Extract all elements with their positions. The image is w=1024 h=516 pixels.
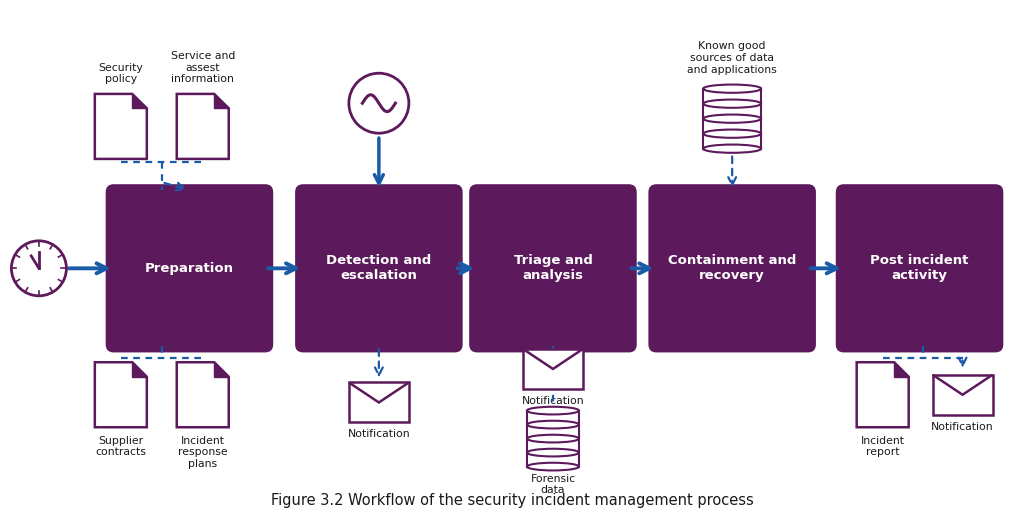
Polygon shape (132, 362, 146, 377)
Text: Security
policy: Security policy (98, 63, 143, 85)
Text: Incident
response
plans: Incident response plans (178, 436, 227, 469)
Circle shape (11, 241, 67, 296)
Ellipse shape (703, 85, 761, 93)
Polygon shape (527, 411, 579, 425)
Polygon shape (132, 94, 146, 108)
Polygon shape (177, 94, 228, 159)
Polygon shape (527, 439, 579, 453)
Polygon shape (933, 375, 992, 415)
Text: Notification: Notification (931, 422, 994, 432)
Polygon shape (527, 453, 579, 466)
Polygon shape (95, 94, 146, 159)
Polygon shape (523, 349, 583, 389)
FancyBboxPatch shape (836, 184, 1004, 352)
Text: Incident
report: Incident report (861, 436, 904, 457)
Polygon shape (214, 94, 228, 108)
Polygon shape (894, 362, 908, 377)
Circle shape (349, 73, 409, 133)
Polygon shape (703, 89, 761, 104)
FancyBboxPatch shape (469, 184, 637, 352)
Text: Forensic
data: Forensic data (530, 474, 575, 495)
Polygon shape (527, 425, 579, 439)
FancyBboxPatch shape (295, 184, 463, 352)
Text: Known good
sources of data
and applications: Known good sources of data and applicati… (687, 41, 777, 75)
Polygon shape (703, 119, 761, 134)
Text: Containment and
recovery: Containment and recovery (668, 254, 797, 282)
Text: Supplier
contracts: Supplier contracts (95, 436, 146, 457)
Polygon shape (703, 134, 761, 149)
Ellipse shape (527, 435, 579, 442)
Text: Triage and
analysis: Triage and analysis (513, 254, 593, 282)
Polygon shape (703, 104, 761, 119)
Ellipse shape (703, 144, 761, 153)
Polygon shape (349, 382, 409, 423)
FancyBboxPatch shape (105, 184, 273, 352)
Ellipse shape (527, 449, 579, 457)
Text: Notification: Notification (347, 429, 411, 440)
Polygon shape (214, 362, 228, 377)
Ellipse shape (703, 115, 761, 123)
Text: Preparation: Preparation (145, 262, 233, 275)
Polygon shape (95, 362, 146, 427)
Ellipse shape (527, 407, 579, 414)
Ellipse shape (703, 130, 761, 138)
Ellipse shape (703, 100, 761, 108)
Text: Post incident
activity: Post incident activity (870, 254, 969, 282)
Ellipse shape (527, 463, 579, 471)
Polygon shape (857, 362, 908, 427)
Text: Detection and
escalation: Detection and escalation (327, 254, 431, 282)
Text: Notification: Notification (521, 396, 585, 406)
Text: Service and
assest
information: Service and assest information (171, 51, 234, 85)
Ellipse shape (527, 421, 579, 428)
Text: Figure 3.2 Workflow of the security incident management process: Figure 3.2 Workflow of the security inci… (270, 493, 754, 508)
Polygon shape (177, 362, 228, 427)
FancyBboxPatch shape (648, 184, 816, 352)
